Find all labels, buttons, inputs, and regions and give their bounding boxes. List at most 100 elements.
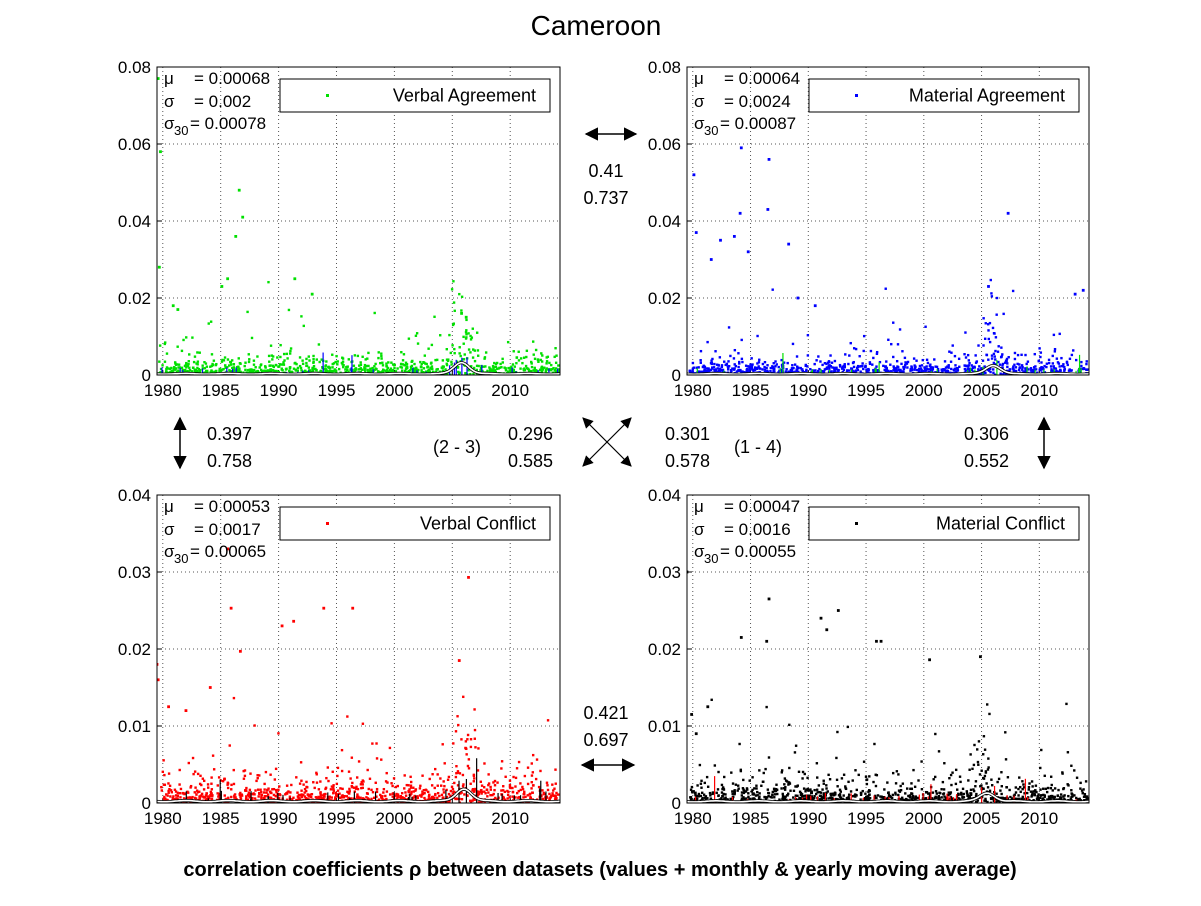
data-point: [392, 777, 396, 780]
panel-3-plot-area: [157, 547, 560, 803]
data-point: [448, 333, 451, 337]
data-point: [237, 365, 240, 368]
data-point: [438, 801, 441, 803]
data-point: [822, 792, 826, 795]
data-point: [1018, 363, 1021, 366]
data-point: [191, 756, 195, 760]
data-point: [430, 343, 434, 347]
data-point: [278, 785, 281, 788]
data-point: [1051, 789, 1054, 792]
data-point: [180, 349, 184, 353]
data-point: [538, 368, 542, 371]
data-point: [929, 367, 933, 371]
data-point: [413, 362, 416, 366]
data-point: [188, 366, 191, 369]
data-point: [483, 356, 487, 359]
data-point: [267, 354, 271, 358]
data-point: [282, 352, 286, 356]
data-point: [415, 366, 418, 370]
data-point: [785, 368, 788, 371]
data-point: [421, 774, 424, 777]
data-point: [704, 795, 708, 798]
data-point: [1061, 772, 1064, 775]
data-point: [838, 795, 842, 798]
data-point: [281, 369, 284, 372]
data-point: [983, 365, 986, 368]
data-point: [356, 793, 359, 796]
data-point: [203, 367, 207, 370]
data-point: [911, 798, 914, 801]
data-point: [380, 354, 383, 358]
data-point: [243, 774, 247, 778]
data-point: [961, 796, 964, 799]
data-point: [548, 792, 551, 796]
data-point: [341, 794, 344, 797]
data-point: [778, 798, 781, 801]
data-point: [488, 366, 491, 369]
data-point: [532, 784, 535, 787]
data-point: [936, 367, 940, 371]
data-point-outlier: [208, 686, 212, 689]
y-tick-label: 0: [142, 794, 151, 813]
data-point: [238, 367, 241, 370]
data-point: [1085, 362, 1088, 366]
data-point: [523, 367, 526, 370]
data-point: [295, 798, 298, 802]
data-point: [475, 331, 479, 334]
data-point: [798, 796, 801, 800]
data-point: [403, 364, 407, 367]
data-point: [218, 369, 221, 373]
data-point: [430, 365, 434, 368]
data-point: [388, 746, 392, 750]
data-point: [1049, 775, 1053, 778]
data-point: [315, 358, 319, 361]
data-point: [1032, 369, 1035, 373]
data-point: [786, 361, 789, 365]
data-point: [1023, 792, 1026, 795]
data-point: [753, 787, 756, 790]
data-point: [862, 367, 865, 371]
data-point: [436, 796, 439, 800]
data-point-outlier: [738, 211, 742, 215]
data-point: [1018, 776, 1021, 779]
data-point: [740, 338, 743, 342]
data-point: [869, 349, 873, 353]
data-point: [434, 767, 437, 771]
data-point: [755, 366, 758, 370]
data-point: [819, 798, 823, 801]
stat-sigma-symbol: σ: [694, 520, 705, 539]
data-point: [256, 788, 260, 791]
data-point: [697, 795, 701, 798]
y-tick-label: 0: [672, 366, 681, 385]
data-point: [452, 322, 456, 325]
data-point: [948, 350, 951, 353]
data-point: [256, 369, 259, 373]
data-point: [985, 782, 988, 785]
data-point: [809, 367, 812, 371]
data-point: [456, 366, 459, 369]
data-point: [419, 365, 423, 368]
data-point: [370, 788, 373, 792]
data-point: [1060, 356, 1063, 360]
data-point: [906, 366, 909, 369]
data-point: [375, 790, 379, 794]
data-point: [510, 365, 513, 368]
data-point-outlier: [176, 308, 180, 311]
data-point: [277, 797, 281, 800]
data-point: [1036, 794, 1039, 798]
data-point: [800, 792, 803, 796]
data-point: [347, 770, 351, 773]
data-point: [232, 696, 236, 700]
data-point: [312, 358, 315, 361]
data-point-outlier: [292, 619, 296, 623]
data-point: [917, 796, 920, 800]
data-point: [366, 768, 369, 772]
data-point: [457, 723, 460, 727]
data-point: [385, 771, 388, 775]
data-point: [447, 775, 451, 779]
data-point: [706, 785, 710, 788]
data-point: [900, 362, 903, 366]
data-point: [500, 767, 503, 770]
data-point: [408, 788, 411, 791]
data-point: [854, 347, 858, 351]
